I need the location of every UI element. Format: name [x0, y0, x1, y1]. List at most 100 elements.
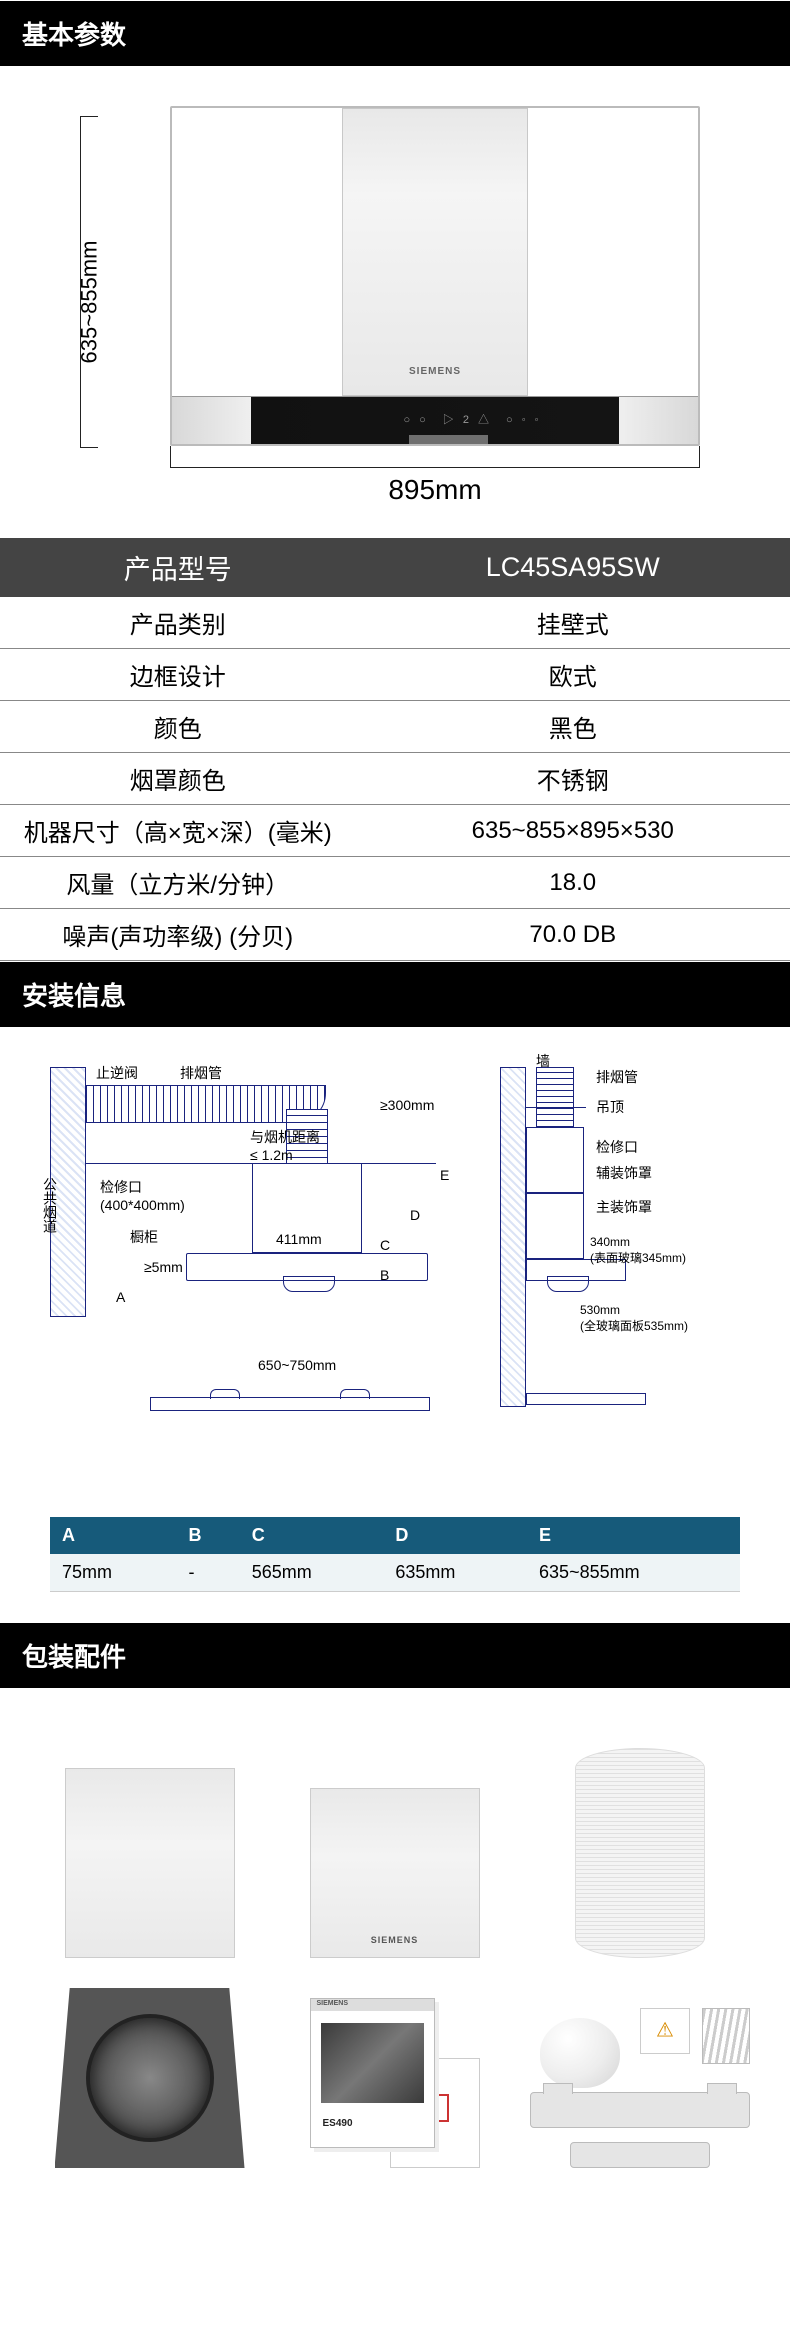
- spec-row: 边框设计欧式: [0, 649, 790, 701]
- dims-table: A B C D E 75mm - 565mm 635mm 635~855mm: [50, 1517, 740, 1592]
- spec-value: 635~855×895×530: [356, 805, 790, 857]
- cooktop-icon: [150, 1397, 430, 1411]
- bracket-short-icon: [570, 2142, 710, 2168]
- dims-header: A: [50, 1517, 177, 1554]
- dim-A-label: A: [116, 1289, 125, 1305]
- section-header-package: 包装配件: [0, 1622, 790, 1688]
- wall-icon: [500, 1067, 526, 1407]
- access-port-r-label: 检修口: [596, 1137, 638, 1157]
- burner-icon: [210, 1389, 240, 1399]
- range-width-label: 650~750mm: [258, 1357, 336, 1373]
- pack-item-cover-small: SIEMENS: [310, 1788, 480, 1958]
- wall-label: 墙: [536, 1051, 550, 1071]
- spec-row: 风量（立方米/分钟）18.0: [0, 857, 790, 909]
- manual-title: ES490: [323, 2118, 353, 2129]
- install-left-view: 公共烟道 止逆阀 排烟管 与烟机距离 ≤ 1.2m ≥300mm 检修口 (40…: [50, 1067, 470, 1447]
- dims-value: 635~855mm: [527, 1554, 740, 1592]
- dims-header: E: [527, 1517, 740, 1554]
- gap-300-label: ≥300mm: [380, 1097, 434, 1113]
- hood-chimney: SIEMENS: [342, 108, 528, 396]
- install-right-view: 墙 排烟管 吊顶 检修口 辅装饰罩 主装饰罩 340mm (表面玻璃345mm)…: [500, 1067, 740, 1447]
- spec-header-value: LC45SA95SW: [356, 538, 790, 597]
- spec-label: 烟罩颜色: [0, 753, 356, 805]
- brand-logo: SIEMENS: [371, 1935, 419, 1945]
- spec-row: 烟罩颜色不锈钢: [0, 753, 790, 805]
- dims-value-row: 75mm - 565mm 635mm 635~855mm: [50, 1554, 740, 1592]
- manual-stack-icon: SIEMENS ES490: [310, 1998, 480, 2168]
- spec-value: 欧式: [356, 649, 790, 701]
- spec-header-label: 产品型号: [0, 538, 356, 597]
- install-diagram: 公共烟道 止逆阀 排烟管 与烟机距离 ≤ 1.2m ≥300mm 检修口 (40…: [50, 1067, 740, 1487]
- main-cover-label: 主装饰罩: [596, 1197, 652, 1217]
- pack-item-damper: [55, 1988, 245, 2168]
- hood-drawing: SIEMENS ○ ○ ▷ 2 △ ○ ◦ ◦: [170, 106, 700, 446]
- dim-E-label: E: [440, 1167, 449, 1183]
- dim-bracket-left: [80, 116, 98, 448]
- spec-label: 风量（立方米/分钟）: [0, 857, 356, 909]
- dims-header: C: [240, 1517, 384, 1554]
- duct-up-icon: [536, 1067, 574, 1127]
- package-area: SIEMENS SIEMENS ES490: [0, 1688, 790, 2208]
- bracket-long-icon: [530, 2092, 750, 2128]
- spec-label: 机器尺寸（高×宽×深）(毫米): [0, 805, 356, 857]
- spec-value: 挂壁式: [356, 597, 790, 649]
- product-image-area: 635~855mm SIEMENS ○ ○ ▷ 2 △ ○ ◦ ◦ 895mm: [0, 66, 790, 538]
- spec-header-row: 产品型号 LC45SA95SW: [0, 538, 790, 597]
- pack-item-manuals: SIEMENS ES490: [310, 1998, 480, 2168]
- cover-panel-icon: [65, 1768, 235, 1958]
- spec-value: 不锈钢: [356, 753, 790, 805]
- exhaust-tube-icon: [575, 1748, 705, 1958]
- cabinet-label: 橱柜: [130, 1227, 158, 1247]
- section-header-install: 安装信息: [0, 961, 790, 1027]
- install-area: 公共烟道 止逆阀 排烟管 与烟机距离 ≤ 1.2m ≥300mm 检修口 (40…: [0, 1027, 790, 1497]
- dim-C-label: C: [380, 1237, 390, 1253]
- hood-distance-label: 与烟机距离 ≤ 1.2m: [250, 1127, 320, 1163]
- spec-value: 70.0 DB: [356, 909, 790, 961]
- spec-label: 噪声(声功率级) (分贝): [0, 909, 356, 961]
- spec-row: 颜色黑色: [0, 701, 790, 753]
- brand-logo: SIEMENS: [409, 366, 461, 377]
- pack-item-hardware: [530, 2008, 750, 2168]
- spec-label: 产品类别: [0, 597, 356, 649]
- manual-photo-icon: [321, 2023, 424, 2103]
- spec-row: 产品类别挂壁式: [0, 597, 790, 649]
- dim-B-label: B: [380, 1267, 389, 1283]
- screws-icon: [702, 2008, 750, 2064]
- hood-lamp-icon: [409, 435, 488, 446]
- dims-value: 635mm: [383, 1554, 527, 1592]
- manual-book-icon: SIEMENS ES490: [310, 1998, 435, 2148]
- pack-item-cover-large: [65, 1768, 235, 1958]
- dim-D-label: D: [410, 1207, 420, 1223]
- dims-header: D: [383, 1517, 527, 1554]
- dims-header: B: [177, 1517, 240, 1554]
- : 895mm: [170, 474, 700, 506]
- hood-controls-icon: ○ ○ ▷ 2 △ ○ ◦ ◦: [403, 411, 541, 427]
- brand-logo: SIEMENS: [317, 2000, 349, 2007]
- spec-label: 边框设计: [0, 649, 356, 701]
- depth-340-label: 340mm (表面玻璃345mm): [590, 1235, 686, 1266]
- spec-value: 黑色: [356, 701, 790, 753]
- spec-table: 产品型号 LC45SA95SW 产品类别挂壁式 边框设计欧式 颜色黑色 烟罩颜色…: [0, 538, 790, 961]
- pack-item-exhaust-tube: [575, 1748, 705, 1958]
- gap-5-label: ≥5mm: [144, 1259, 183, 1275]
- spec-value: 18.0: [356, 857, 790, 909]
- aux-cover-icon: [526, 1127, 584, 1193]
- spec-row: 噪声(声功率级) (分贝)70.0 DB: [0, 909, 790, 961]
- exhaust-pipe-label: 排烟管: [180, 1063, 222, 1083]
- section-header-basic: 基本参数: [0, 0, 790, 66]
- ceiling-line-icon: [526, 1107, 586, 1108]
- burner-icon: [340, 1389, 370, 1399]
- dims-header-row: A B C D E: [50, 1517, 740, 1554]
- check-valve-label: 止逆阀: [96, 1063, 138, 1083]
- spec-row: 机器尺寸（高×宽×深）(毫米)635~855×895×530: [0, 805, 790, 857]
- dims-value: 75mm: [50, 1554, 177, 1592]
- warning-card-icon: [640, 2008, 690, 2054]
- damper-icon: [55, 1988, 245, 2168]
- hood-base: ○ ○ ▷ 2 △ ○ ◦ ◦: [172, 396, 698, 444]
- canopy-icon: [186, 1253, 428, 1281]
- hardware-group-icon: [530, 2008, 750, 2168]
- cover-panel-icon: SIEMENS: [310, 1788, 480, 1958]
- public-flue-label: 公共烟道: [40, 1177, 60, 1233]
- width-411-label: 411mm: [276, 1231, 322, 1247]
- dims-value: 565mm: [240, 1554, 384, 1592]
